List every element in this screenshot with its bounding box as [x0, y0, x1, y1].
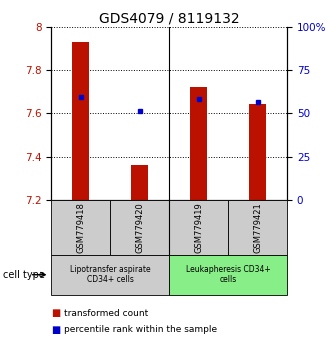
Text: transformed count: transformed count: [64, 309, 148, 318]
Bar: [131, 165, 148, 200]
Bar: [169, 255, 287, 295]
Text: Lipotransfer aspirate
CD34+ cells: Lipotransfer aspirate CD34+ cells: [70, 265, 150, 284]
Text: GSM779420: GSM779420: [135, 202, 144, 253]
Text: cell type: cell type: [3, 270, 45, 280]
Text: GSM779421: GSM779421: [253, 202, 262, 253]
Text: GSM779418: GSM779418: [76, 202, 85, 253]
Bar: [228, 200, 287, 255]
Bar: [72, 42, 89, 200]
Bar: [51, 200, 110, 255]
Text: ■: ■: [51, 325, 60, 335]
Bar: [169, 200, 228, 255]
Title: GDS4079 / 8119132: GDS4079 / 8119132: [99, 11, 240, 25]
Text: percentile rank within the sample: percentile rank within the sample: [64, 325, 217, 335]
Bar: [51, 255, 169, 295]
Text: ■: ■: [51, 308, 60, 318]
Bar: [110, 200, 169, 255]
Text: GSM779419: GSM779419: [194, 202, 203, 253]
Bar: [249, 103, 266, 200]
Text: Leukapheresis CD34+
cells: Leukapheresis CD34+ cells: [186, 265, 271, 284]
Bar: [190, 87, 208, 200]
